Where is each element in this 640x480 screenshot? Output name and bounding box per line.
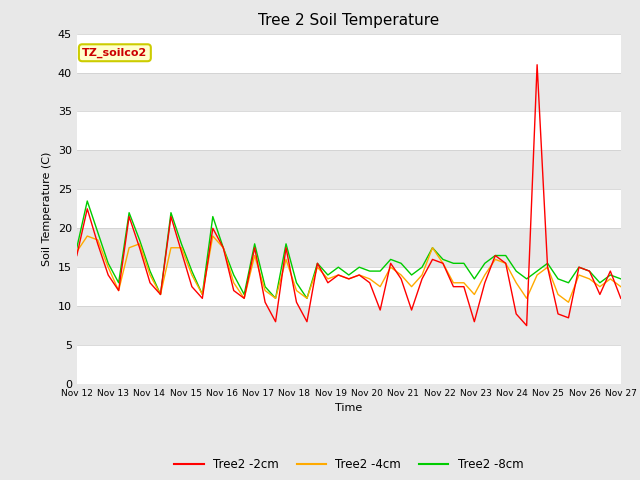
Tree2 -4cm	[230, 280, 237, 286]
Bar	[77, 150, 621, 189]
Tree2 -8cm	[83, 198, 91, 204]
Tree2 -2cm	[397, 276, 405, 282]
Bar	[77, 111, 621, 150]
Tree2 -2cm	[387, 261, 394, 266]
Bar	[77, 267, 621, 306]
Tree2 -2cm	[533, 62, 541, 68]
Tree2 -4cm	[408, 284, 415, 289]
Tree2 -4cm	[83, 233, 91, 239]
Bar	[77, 189, 621, 228]
Tree2 -8cm	[617, 276, 625, 282]
Tree2 -8cm	[418, 264, 426, 270]
X-axis label: Time: Time	[335, 403, 362, 413]
Bar	[77, 345, 621, 384]
Tree2 -4cm	[439, 261, 447, 266]
Tree2 -2cm	[429, 256, 436, 262]
Tree2 -8cm	[449, 261, 457, 266]
Tree2 -8cm	[408, 272, 415, 278]
Tree2 -4cm	[617, 284, 625, 289]
Tree2 -4cm	[73, 249, 81, 254]
Legend: Tree2 -2cm, Tree2 -4cm, Tree2 -8cm: Tree2 -2cm, Tree2 -4cm, Tree2 -8cm	[170, 454, 528, 476]
Bar	[77, 34, 621, 72]
Tree2 -8cm	[73, 245, 81, 251]
Tree2 -8cm	[272, 296, 280, 301]
Tree2 -4cm	[502, 261, 509, 266]
Line: Tree2 -4cm: Tree2 -4cm	[77, 236, 621, 302]
Tree2 -4cm	[564, 300, 572, 305]
Bar	[77, 228, 621, 267]
Tree2 -8cm	[513, 268, 520, 274]
Y-axis label: Soil Temperature (C): Soil Temperature (C)	[42, 152, 52, 266]
Line: Tree2 -2cm: Tree2 -2cm	[77, 65, 621, 325]
Tree2 -4cm	[397, 272, 405, 278]
Bar	[77, 72, 621, 111]
Tree2 -8cm	[439, 256, 447, 262]
Tree2 -2cm	[492, 252, 499, 258]
Tree2 -2cm	[220, 245, 227, 251]
Line: Tree2 -8cm: Tree2 -8cm	[77, 201, 621, 299]
Tree2 -2cm	[523, 323, 531, 328]
Tree2 -2cm	[418, 276, 426, 282]
Title: Tree 2 Soil Temperature: Tree 2 Soil Temperature	[258, 13, 440, 28]
Tree2 -2cm	[617, 296, 625, 301]
Text: TZ_soilco2: TZ_soilco2	[82, 48, 147, 58]
Tree2 -8cm	[230, 272, 237, 278]
Tree2 -2cm	[73, 252, 81, 258]
Tree2 -4cm	[429, 245, 436, 251]
Bar	[77, 306, 621, 345]
